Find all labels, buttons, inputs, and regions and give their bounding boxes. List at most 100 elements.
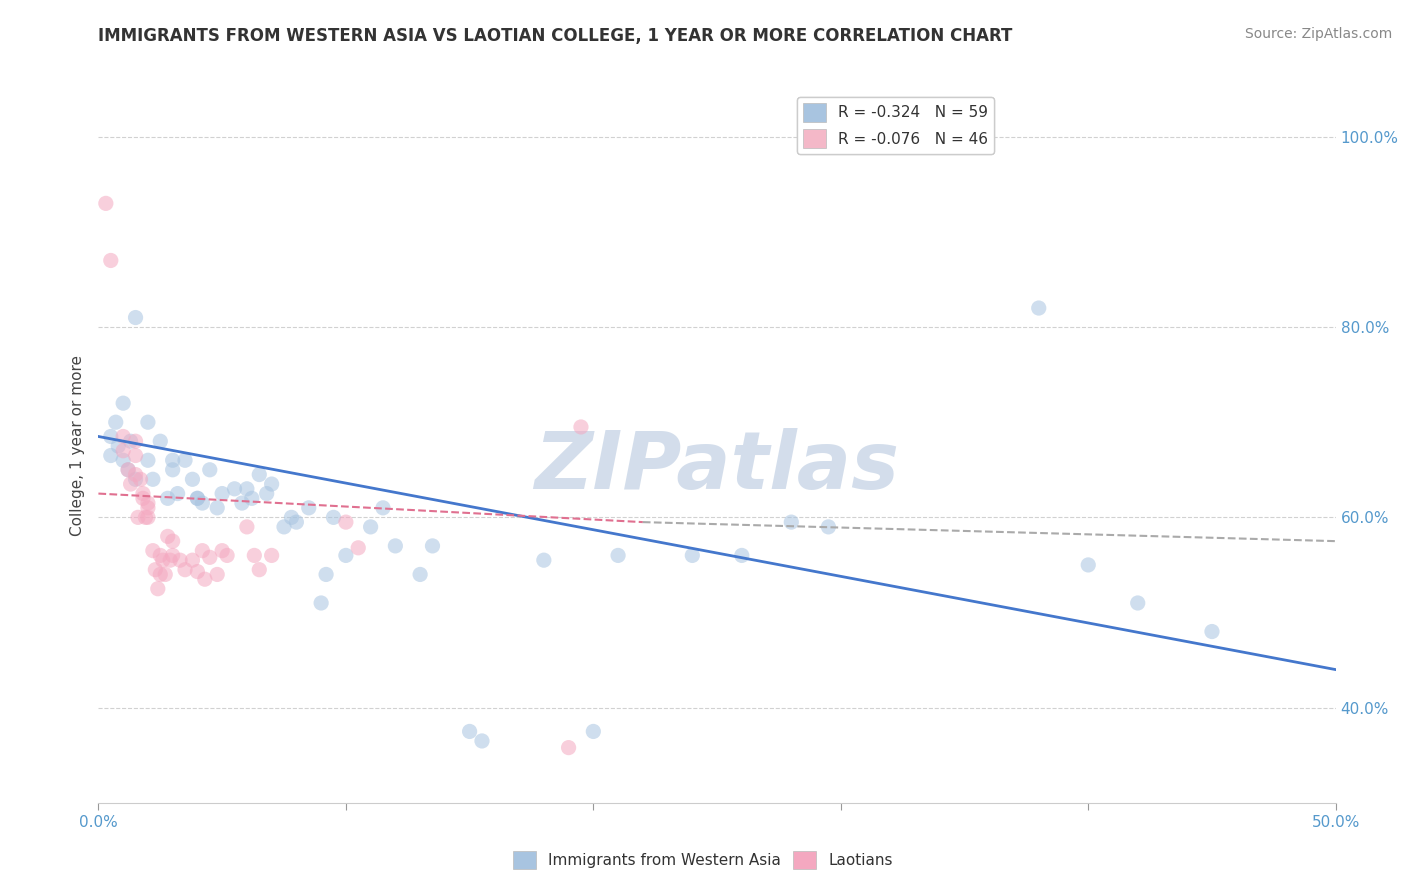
Point	[186, 491, 208, 506]
Point	[120, 477, 142, 491]
Point	[247, 563, 270, 577]
Point	[471, 734, 494, 748]
Point	[371, 500, 394, 515]
Point	[132, 491, 155, 506]
Point	[136, 496, 159, 510]
Point	[607, 549, 630, 563]
Point	[149, 434, 172, 449]
Point	[136, 415, 159, 429]
Point	[124, 467, 146, 482]
Point	[142, 543, 165, 558]
Point	[260, 549, 283, 563]
Point	[384, 539, 406, 553]
Point	[120, 434, 142, 449]
Text: Source: ZipAtlas.com: Source: ZipAtlas.com	[1244, 27, 1392, 41]
Point	[335, 549, 357, 563]
Point	[124, 472, 146, 486]
Point	[124, 449, 146, 463]
Point	[360, 520, 382, 534]
Point	[159, 553, 181, 567]
Point	[780, 515, 803, 529]
Point	[112, 396, 135, 410]
Point	[280, 510, 302, 524]
Point	[285, 515, 308, 529]
Point	[100, 253, 122, 268]
Point	[127, 510, 149, 524]
Point	[162, 534, 184, 549]
Text: IMMIGRANTS FROM WESTERN ASIA VS LAOTIAN COLLEGE, 1 YEAR OR MORE CORRELATION CHAR: IMMIGRANTS FROM WESTERN ASIA VS LAOTIAN …	[98, 27, 1012, 45]
Point	[136, 510, 159, 524]
Point	[132, 486, 155, 500]
Point	[211, 486, 233, 500]
Point	[174, 563, 197, 577]
Point	[458, 724, 481, 739]
Point	[134, 510, 156, 524]
Point	[315, 567, 337, 582]
Point	[681, 549, 703, 563]
Point	[162, 453, 184, 467]
Point	[569, 420, 592, 434]
Point	[298, 500, 321, 515]
Legend: R = -0.324   N = 59, R = -0.076   N = 46: R = -0.324 N = 59, R = -0.076 N = 46	[797, 97, 994, 154]
Point	[136, 453, 159, 467]
Point	[1201, 624, 1223, 639]
Point	[181, 553, 204, 567]
Point	[129, 472, 152, 486]
Point	[256, 486, 278, 500]
Point	[1126, 596, 1149, 610]
Point	[149, 549, 172, 563]
Point	[191, 543, 214, 558]
Point	[162, 463, 184, 477]
Point	[156, 491, 179, 506]
Point	[422, 539, 444, 553]
Point	[198, 550, 221, 565]
Point	[117, 463, 139, 477]
Point	[731, 549, 754, 563]
Point	[124, 434, 146, 449]
Point	[112, 429, 135, 443]
Point	[104, 415, 127, 429]
Point	[174, 453, 197, 467]
Point	[181, 472, 204, 486]
Legend: Immigrants from Western Asia, Laotians: Immigrants from Western Asia, Laotians	[508, 845, 898, 875]
Point	[100, 449, 122, 463]
Point	[146, 582, 169, 596]
Point	[112, 443, 135, 458]
Point	[136, 500, 159, 515]
Point	[409, 567, 432, 582]
Point	[186, 491, 208, 506]
Point	[186, 565, 208, 579]
Point	[347, 541, 370, 555]
Point	[273, 520, 295, 534]
Point	[582, 724, 605, 739]
Point	[162, 549, 184, 563]
Point	[309, 596, 332, 610]
Point	[166, 486, 188, 500]
Point	[533, 553, 555, 567]
Point	[236, 482, 259, 496]
Point	[124, 310, 146, 325]
Point	[243, 549, 266, 563]
Point	[217, 549, 239, 563]
Point	[155, 567, 177, 582]
Point	[1077, 558, 1099, 572]
Point	[143, 563, 166, 577]
Point	[156, 529, 179, 543]
Point	[231, 496, 253, 510]
Point	[322, 510, 344, 524]
Point	[247, 467, 270, 482]
Point	[117, 463, 139, 477]
Point	[205, 500, 228, 515]
Point	[142, 472, 165, 486]
Point	[100, 429, 122, 443]
Point	[198, 463, 221, 477]
Point	[205, 567, 228, 582]
Point	[224, 482, 246, 496]
Point	[107, 439, 129, 453]
Point	[260, 477, 283, 491]
Point	[191, 496, 214, 510]
Point	[240, 491, 263, 506]
Text: ZIPatlas: ZIPatlas	[534, 428, 900, 507]
Point	[236, 520, 259, 534]
Point	[1028, 301, 1050, 315]
